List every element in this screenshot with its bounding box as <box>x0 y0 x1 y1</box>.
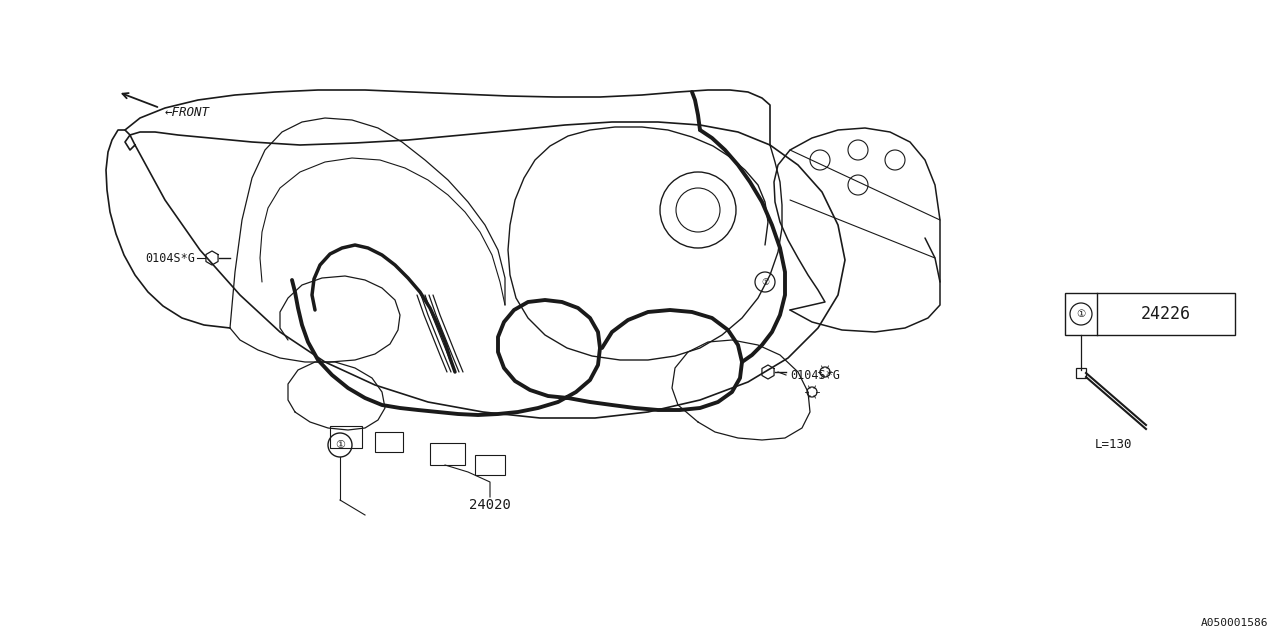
Text: L=130: L=130 <box>1094 438 1132 451</box>
Text: ①: ① <box>760 278 769 287</box>
Circle shape <box>820 367 829 377</box>
Text: 0104S*G: 0104S*G <box>145 252 195 264</box>
Bar <box>1076 368 1085 378</box>
Bar <box>375 432 403 452</box>
Text: 24020: 24020 <box>468 498 511 512</box>
Circle shape <box>806 387 817 397</box>
Text: A050001586: A050001586 <box>1201 618 1268 628</box>
Text: ←FRONT: ←FRONT <box>165 106 210 118</box>
Text: ①: ① <box>335 440 346 450</box>
Text: 0104S*G: 0104S*G <box>790 369 840 381</box>
Text: 24226: 24226 <box>1140 305 1190 323</box>
Bar <box>475 455 506 475</box>
Bar <box>430 443 465 465</box>
Text: ①: ① <box>1076 309 1085 319</box>
Bar <box>1065 293 1235 335</box>
Bar <box>330 426 362 448</box>
